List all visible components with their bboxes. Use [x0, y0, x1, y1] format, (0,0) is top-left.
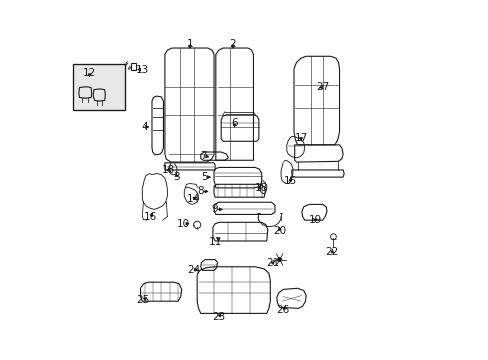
Circle shape — [277, 257, 281, 262]
Text: 18: 18 — [255, 183, 268, 193]
Text: 2: 2 — [229, 40, 236, 49]
Text: 1: 1 — [186, 40, 193, 49]
Text: 27: 27 — [315, 82, 328, 93]
Text: 13: 13 — [135, 64, 149, 75]
Text: 7: 7 — [200, 150, 206, 161]
Bar — [73, 64, 125, 110]
Text: 26: 26 — [276, 305, 289, 315]
Text: 15: 15 — [283, 176, 296, 186]
Text: 16: 16 — [143, 212, 157, 221]
Text: 21: 21 — [265, 258, 279, 268]
Text: 17: 17 — [294, 133, 307, 143]
Text: 6: 6 — [231, 118, 237, 128]
Text: 14: 14 — [186, 194, 200, 204]
Text: 20: 20 — [272, 226, 285, 236]
Text: 19: 19 — [308, 215, 322, 225]
Text: 18: 18 — [162, 165, 175, 175]
Text: 3: 3 — [173, 172, 179, 182]
Text: 25: 25 — [137, 295, 150, 305]
Text: 10: 10 — [177, 219, 190, 229]
Text: 24: 24 — [186, 265, 200, 275]
Text: 11: 11 — [208, 237, 221, 247]
Text: 23: 23 — [212, 312, 225, 322]
Text: 22: 22 — [325, 247, 338, 257]
Text: 5: 5 — [201, 172, 207, 182]
Text: 9: 9 — [211, 204, 218, 215]
Text: 8: 8 — [197, 186, 203, 197]
Text: 4: 4 — [141, 122, 148, 132]
Text: 12: 12 — [83, 68, 96, 78]
